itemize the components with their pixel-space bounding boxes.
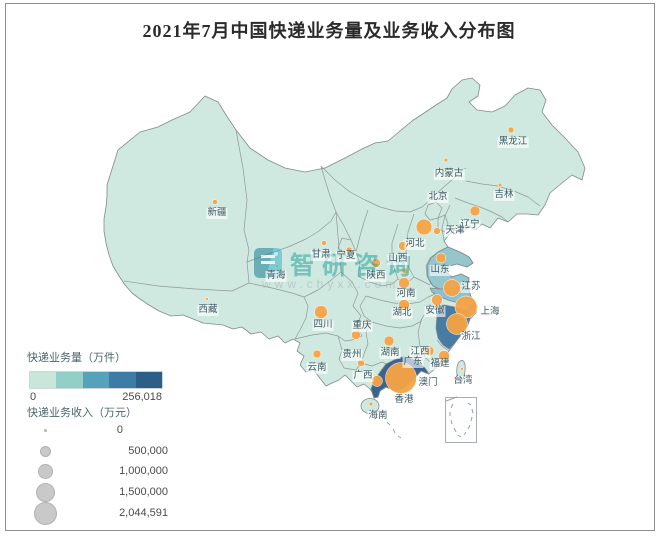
revenue-dot-sichuan[interactable] <box>314 305 328 319</box>
size-legend-circle-0[interactable] <box>43 428 47 432</box>
colorbar-segment[interactable] <box>135 372 163 388</box>
revenue-dot-beijing[interactable] <box>415 218 433 236</box>
revenue-dot-xinjiang[interactable] <box>212 199 218 205</box>
revenue-legend-title: 快递业务收入（万元） <box>27 407 137 419</box>
revenue-dot-yunnan[interactable] <box>312 349 322 359</box>
revenue-dot-xizang[interactable] <box>205 297 209 301</box>
revenue-dot-guangdong[interactable] <box>385 362 417 394</box>
colorbar-segment[interactable] <box>56 372 83 388</box>
revenue-dot-hubei[interactable] <box>398 299 410 311</box>
revenue-dot-neimenggu[interactable] <box>443 157 449 163</box>
size-legend-circle-4[interactable] <box>33 501 57 525</box>
size-legend-circle-1[interactable] <box>39 445 51 457</box>
colorbar-segment[interactable] <box>30 372 57 388</box>
south-china-sea-inset <box>445 396 477 443</box>
chart-frame <box>5 3 655 531</box>
nine-dash-fragments <box>386 421 402 439</box>
revenue-dot-henan[interactable] <box>398 277 410 289</box>
revenue-dot-shanxi[interactable] <box>401 267 409 275</box>
revenue-dot-tianjin[interactable] <box>433 227 441 235</box>
revenue-dot-jiangxi[interactable] <box>423 345 435 357</box>
revenue-dot-hunan[interactable] <box>383 335 395 347</box>
colorbar-segment[interactable] <box>109 372 136 388</box>
china-outline[interactable] <box>103 77 586 399</box>
revenue-dot-shaanxi[interactable] <box>371 258 381 268</box>
volume-scale-max: 256,018 <box>122 391 162 403</box>
revenue-dot-zhejiang[interactable] <box>446 313 468 335</box>
volume-color-scale[interactable] <box>29 371 163 389</box>
size-legend-circle-2[interactable] <box>37 463 53 479</box>
revenue-dot-jilin[interactable] <box>497 182 503 188</box>
size-legend-value-4: 2,044,591 <box>119 507 168 519</box>
revenue-dot-heilongjiang[interactable] <box>507 126 515 134</box>
size-legend-value-0: 0 <box>116 424 123 436</box>
revenue-dot-guangxi[interactable] <box>371 375 383 387</box>
colorbar-segment[interactable] <box>82 372 110 388</box>
size-legend-circle-3[interactable] <box>35 482 55 502</box>
page-title: 2021年7月中国快递业务量及业务收入分布图 <box>142 21 516 41</box>
revenue-dot-guizhou[interactable] <box>357 359 365 367</box>
volume-scale-min: 0 <box>30 391 37 403</box>
taiwan-island[interactable] <box>456 360 466 383</box>
revenue-dot-gansu[interactable] <box>321 240 327 246</box>
revenue-dot-shandong[interactable] <box>435 252 447 264</box>
revenue-dot-anhui[interactable] <box>431 294 443 306</box>
revenue-dot-chongqing[interactable] <box>351 330 361 340</box>
revenue-dot-shanghai[interactable] <box>454 295 478 319</box>
revenue-dot-fujian[interactable] <box>438 350 450 362</box>
revenue-dots <box>205 126 515 407</box>
revenue-dot-liaoning[interactable] <box>469 205 481 217</box>
size-legend-value-1: 500,000 <box>128 445 168 457</box>
size-legend-value-3: 1,500,000 <box>119 486 168 498</box>
watermark: 智研咨询 www.chyxx.com <box>254 246 474 294</box>
watermark-url: www.chyxx.com <box>262 277 400 291</box>
volume-legend-title: 快递业务量（万件） <box>27 352 126 364</box>
revenue-dot-hainan[interactable] <box>368 401 374 407</box>
revenue-dot-taiwan[interactable] <box>460 367 464 371</box>
size-legend-value-2: 1,000,000 <box>119 465 168 477</box>
watermark-logo-icon <box>254 248 282 278</box>
